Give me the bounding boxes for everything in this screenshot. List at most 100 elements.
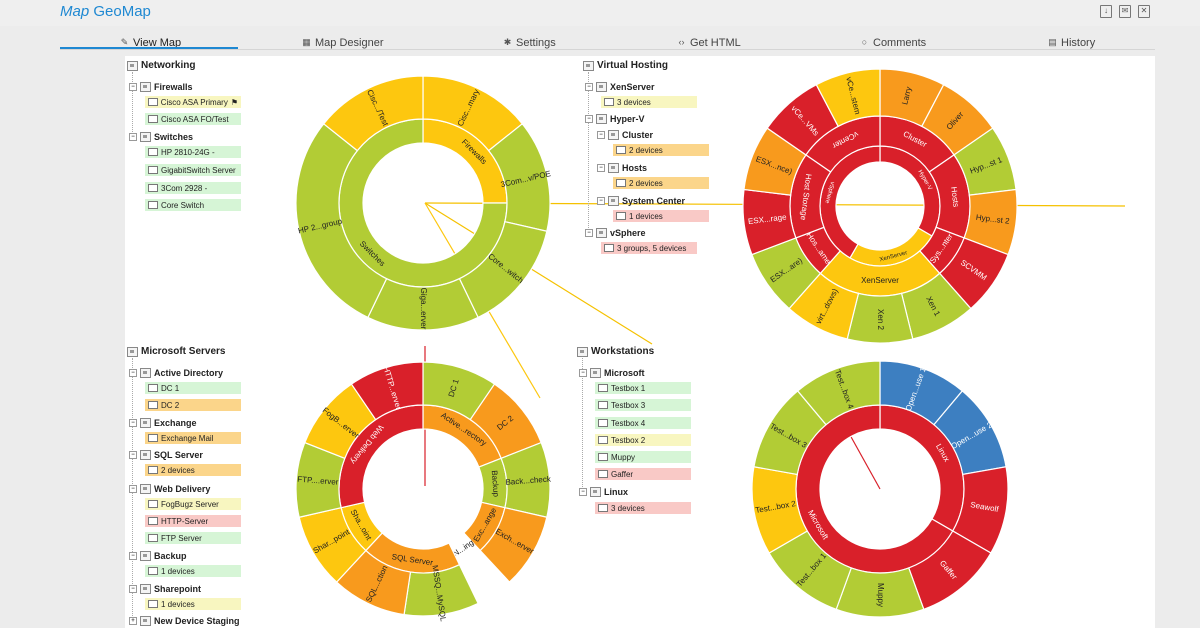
tree-group[interactable]: − Microsoft bbox=[579, 368, 645, 378]
tree-device[interactable]: HP 2810-24G - bbox=[145, 146, 241, 158]
device-status-box[interactable]: 3 devices bbox=[595, 502, 691, 514]
device-status-box[interactable]: GigabitSwitch Server bbox=[145, 164, 241, 176]
device-status-box[interactable]: Testbox 2 bbox=[595, 434, 691, 446]
tree-title[interactable]: Networking bbox=[127, 60, 195, 71]
tree-device[interactable]: 2 devices bbox=[613, 144, 709, 156]
tree-group[interactable]: − Switches bbox=[129, 132, 193, 142]
device-status-box[interactable]: DC 1 bbox=[145, 382, 241, 394]
device-status-box[interactable]: FTP Server bbox=[145, 532, 241, 544]
device-status-box[interactable]: Testbox 4 bbox=[595, 417, 691, 429]
device-status-box[interactable]: Core Switch bbox=[145, 199, 241, 211]
expand-toggle-icon[interactable]: − bbox=[129, 485, 137, 493]
tree-group[interactable]: − Exchange bbox=[129, 418, 197, 428]
expand-toggle-icon[interactable]: − bbox=[129, 451, 137, 459]
expand-toggle-icon[interactable]: − bbox=[585, 229, 593, 237]
expand-toggle-icon[interactable]: − bbox=[585, 115, 593, 123]
mail-icon[interactable]: ✉ bbox=[1119, 5, 1131, 18]
device-status-box[interactable]: Muppy bbox=[595, 451, 691, 463]
trash-icon[interactable]: ✕ bbox=[1138, 5, 1150, 18]
tree-device[interactable]: 2 devices bbox=[613, 177, 709, 189]
tree-device[interactable]: Exchange Mail bbox=[145, 432, 241, 444]
tree-group[interactable]: − Hyper-V bbox=[585, 114, 645, 124]
export-icon[interactable]: ↓ bbox=[1100, 5, 1112, 18]
device-status-box[interactable]: 2 devices bbox=[145, 464, 241, 476]
tree-group[interactable]: − Web Delivery bbox=[129, 484, 210, 494]
device-status-box[interactable]: 2 devices bbox=[613, 177, 709, 189]
device-status-box[interactable]: HTTP-Server bbox=[145, 515, 241, 527]
tree-device[interactable]: HTTP-Server bbox=[145, 515, 241, 527]
tree-device[interactable]: DC 1 bbox=[145, 382, 241, 394]
tree-device[interactable]: 2 devices bbox=[145, 464, 241, 476]
tree-device[interactable]: GigabitSwitch Server bbox=[145, 164, 241, 176]
expand-toggle-icon[interactable]: − bbox=[579, 488, 587, 496]
device-status-box[interactable]: Exchange Mail bbox=[145, 432, 241, 444]
tree-group[interactable]: − Backup bbox=[129, 551, 187, 561]
tree-device[interactable]: Testbox 1 bbox=[595, 382, 691, 394]
tab-get-html[interactable]: ‹› Get HTML bbox=[677, 35, 741, 50]
tree-title[interactable]: Virtual Hosting bbox=[583, 60, 668, 71]
device-status-box[interactable]: 3 groups, 5 devices bbox=[601, 242, 697, 254]
tree-title[interactable]: Microsoft Servers bbox=[127, 346, 225, 357]
tree-device[interactable]: 1 devices bbox=[613, 210, 709, 222]
tab-settings[interactable]: ✱ Settings bbox=[503, 35, 556, 50]
expand-toggle-icon[interactable]: − bbox=[129, 419, 137, 427]
device-status-box[interactable]: 1 devices bbox=[145, 565, 241, 577]
tree-group[interactable]: − Active Directory bbox=[129, 368, 223, 378]
device-status-box[interactable]: 3 devices bbox=[601, 96, 697, 108]
tree-group[interactable]: − Firewalls bbox=[129, 82, 193, 92]
expand-toggle-icon[interactable]: − bbox=[597, 164, 605, 172]
device-status-box[interactable]: Testbox 1 bbox=[595, 382, 691, 394]
tree-group[interactable]: − Hosts bbox=[597, 163, 647, 173]
expand-toggle-icon[interactable]: − bbox=[597, 197, 605, 205]
tree-group[interactable]: − XenServer bbox=[585, 82, 655, 92]
expand-toggle-icon[interactable]: − bbox=[129, 133, 137, 141]
expand-toggle-icon[interactable]: − bbox=[129, 585, 137, 593]
device-status-box[interactable]: 1 devices bbox=[613, 210, 709, 222]
expand-toggle-icon[interactable]: − bbox=[579, 369, 587, 377]
tree-device[interactable]: Testbox 2 bbox=[595, 434, 691, 446]
tree-device[interactable]: 3 devices bbox=[601, 96, 697, 108]
tab-map-designer[interactable]: ▦ Map Designer bbox=[302, 35, 383, 50]
tab-view-map[interactable]: ✎ View Map bbox=[120, 35, 181, 50]
tree-group[interactable]: − vSphere bbox=[585, 228, 646, 238]
device-status-box[interactable]: FogBugz Server bbox=[145, 498, 241, 510]
tree-device[interactable]: 3Com 2928 - bbox=[145, 182, 241, 194]
tree-device[interactable]: Cisco ASA Primary ⚑ bbox=[145, 96, 241, 108]
tree-device[interactable]: FogBugz Server bbox=[145, 498, 241, 510]
tree-group[interactable]: − SQL Server bbox=[129, 450, 203, 460]
tree-device[interactable]: Cisco ASA FO/Test bbox=[145, 113, 241, 125]
tree-device[interactable]: Gaffer bbox=[595, 468, 691, 480]
tree-device[interactable]: Testbox 3 bbox=[595, 399, 691, 411]
tree-group[interactable]: − Sharepoint bbox=[129, 584, 201, 594]
device-status-box[interactable]: HP 2810-24G - bbox=[145, 146, 241, 158]
expand-toggle-icon[interactable]: − bbox=[129, 552, 137, 560]
expand-toggle-icon[interactable]: + bbox=[129, 617, 137, 625]
tree-device[interactable]: 1 devices bbox=[145, 598, 241, 610]
tree-title[interactable]: Workstations bbox=[577, 346, 654, 357]
device-status-box[interactable]: 2 devices bbox=[613, 144, 709, 156]
device-status-box[interactable]: DC 2 bbox=[145, 399, 241, 411]
tree-group[interactable]: − System Center bbox=[597, 196, 685, 206]
tree-device[interactable]: 3 groups, 5 devices bbox=[601, 242, 697, 254]
tree-group[interactable]: − Linux bbox=[579, 487, 628, 497]
device-status-box[interactable]: Testbox 3 bbox=[595, 399, 691, 411]
device-status-box[interactable]: Cisco ASA Primary ⚑ bbox=[145, 96, 241, 108]
device-status-box[interactable]: 3Com 2928 - bbox=[145, 182, 241, 194]
tab-comments[interactable]: ○ Comments bbox=[860, 35, 926, 50]
expand-toggle-icon[interactable]: − bbox=[129, 83, 137, 91]
expand-toggle-icon[interactable]: − bbox=[597, 131, 605, 139]
tree-device[interactable]: FTP Server bbox=[145, 532, 241, 544]
expand-toggle-icon[interactable]: − bbox=[585, 83, 593, 91]
tree-group[interactable]: + New Device Staging bbox=[129, 616, 240, 626]
tree-device[interactable]: 1 devices bbox=[145, 565, 241, 577]
tree-device[interactable]: Testbox 4 bbox=[595, 417, 691, 429]
device-status-box[interactable]: Gaffer bbox=[595, 468, 691, 480]
device-status-box[interactable]: Cisco ASA FO/Test bbox=[145, 113, 241, 125]
tab-history[interactable]: ▤ History bbox=[1048, 35, 1095, 50]
device-status-box[interactable]: 1 devices bbox=[145, 598, 241, 610]
expand-toggle-icon[interactable]: − bbox=[129, 369, 137, 377]
tree-device[interactable]: Muppy bbox=[595, 451, 691, 463]
tree-device[interactable]: 3 devices bbox=[595, 502, 691, 514]
tree-device[interactable]: Core Switch bbox=[145, 199, 241, 211]
tree-device[interactable]: DC 2 bbox=[145, 399, 241, 411]
